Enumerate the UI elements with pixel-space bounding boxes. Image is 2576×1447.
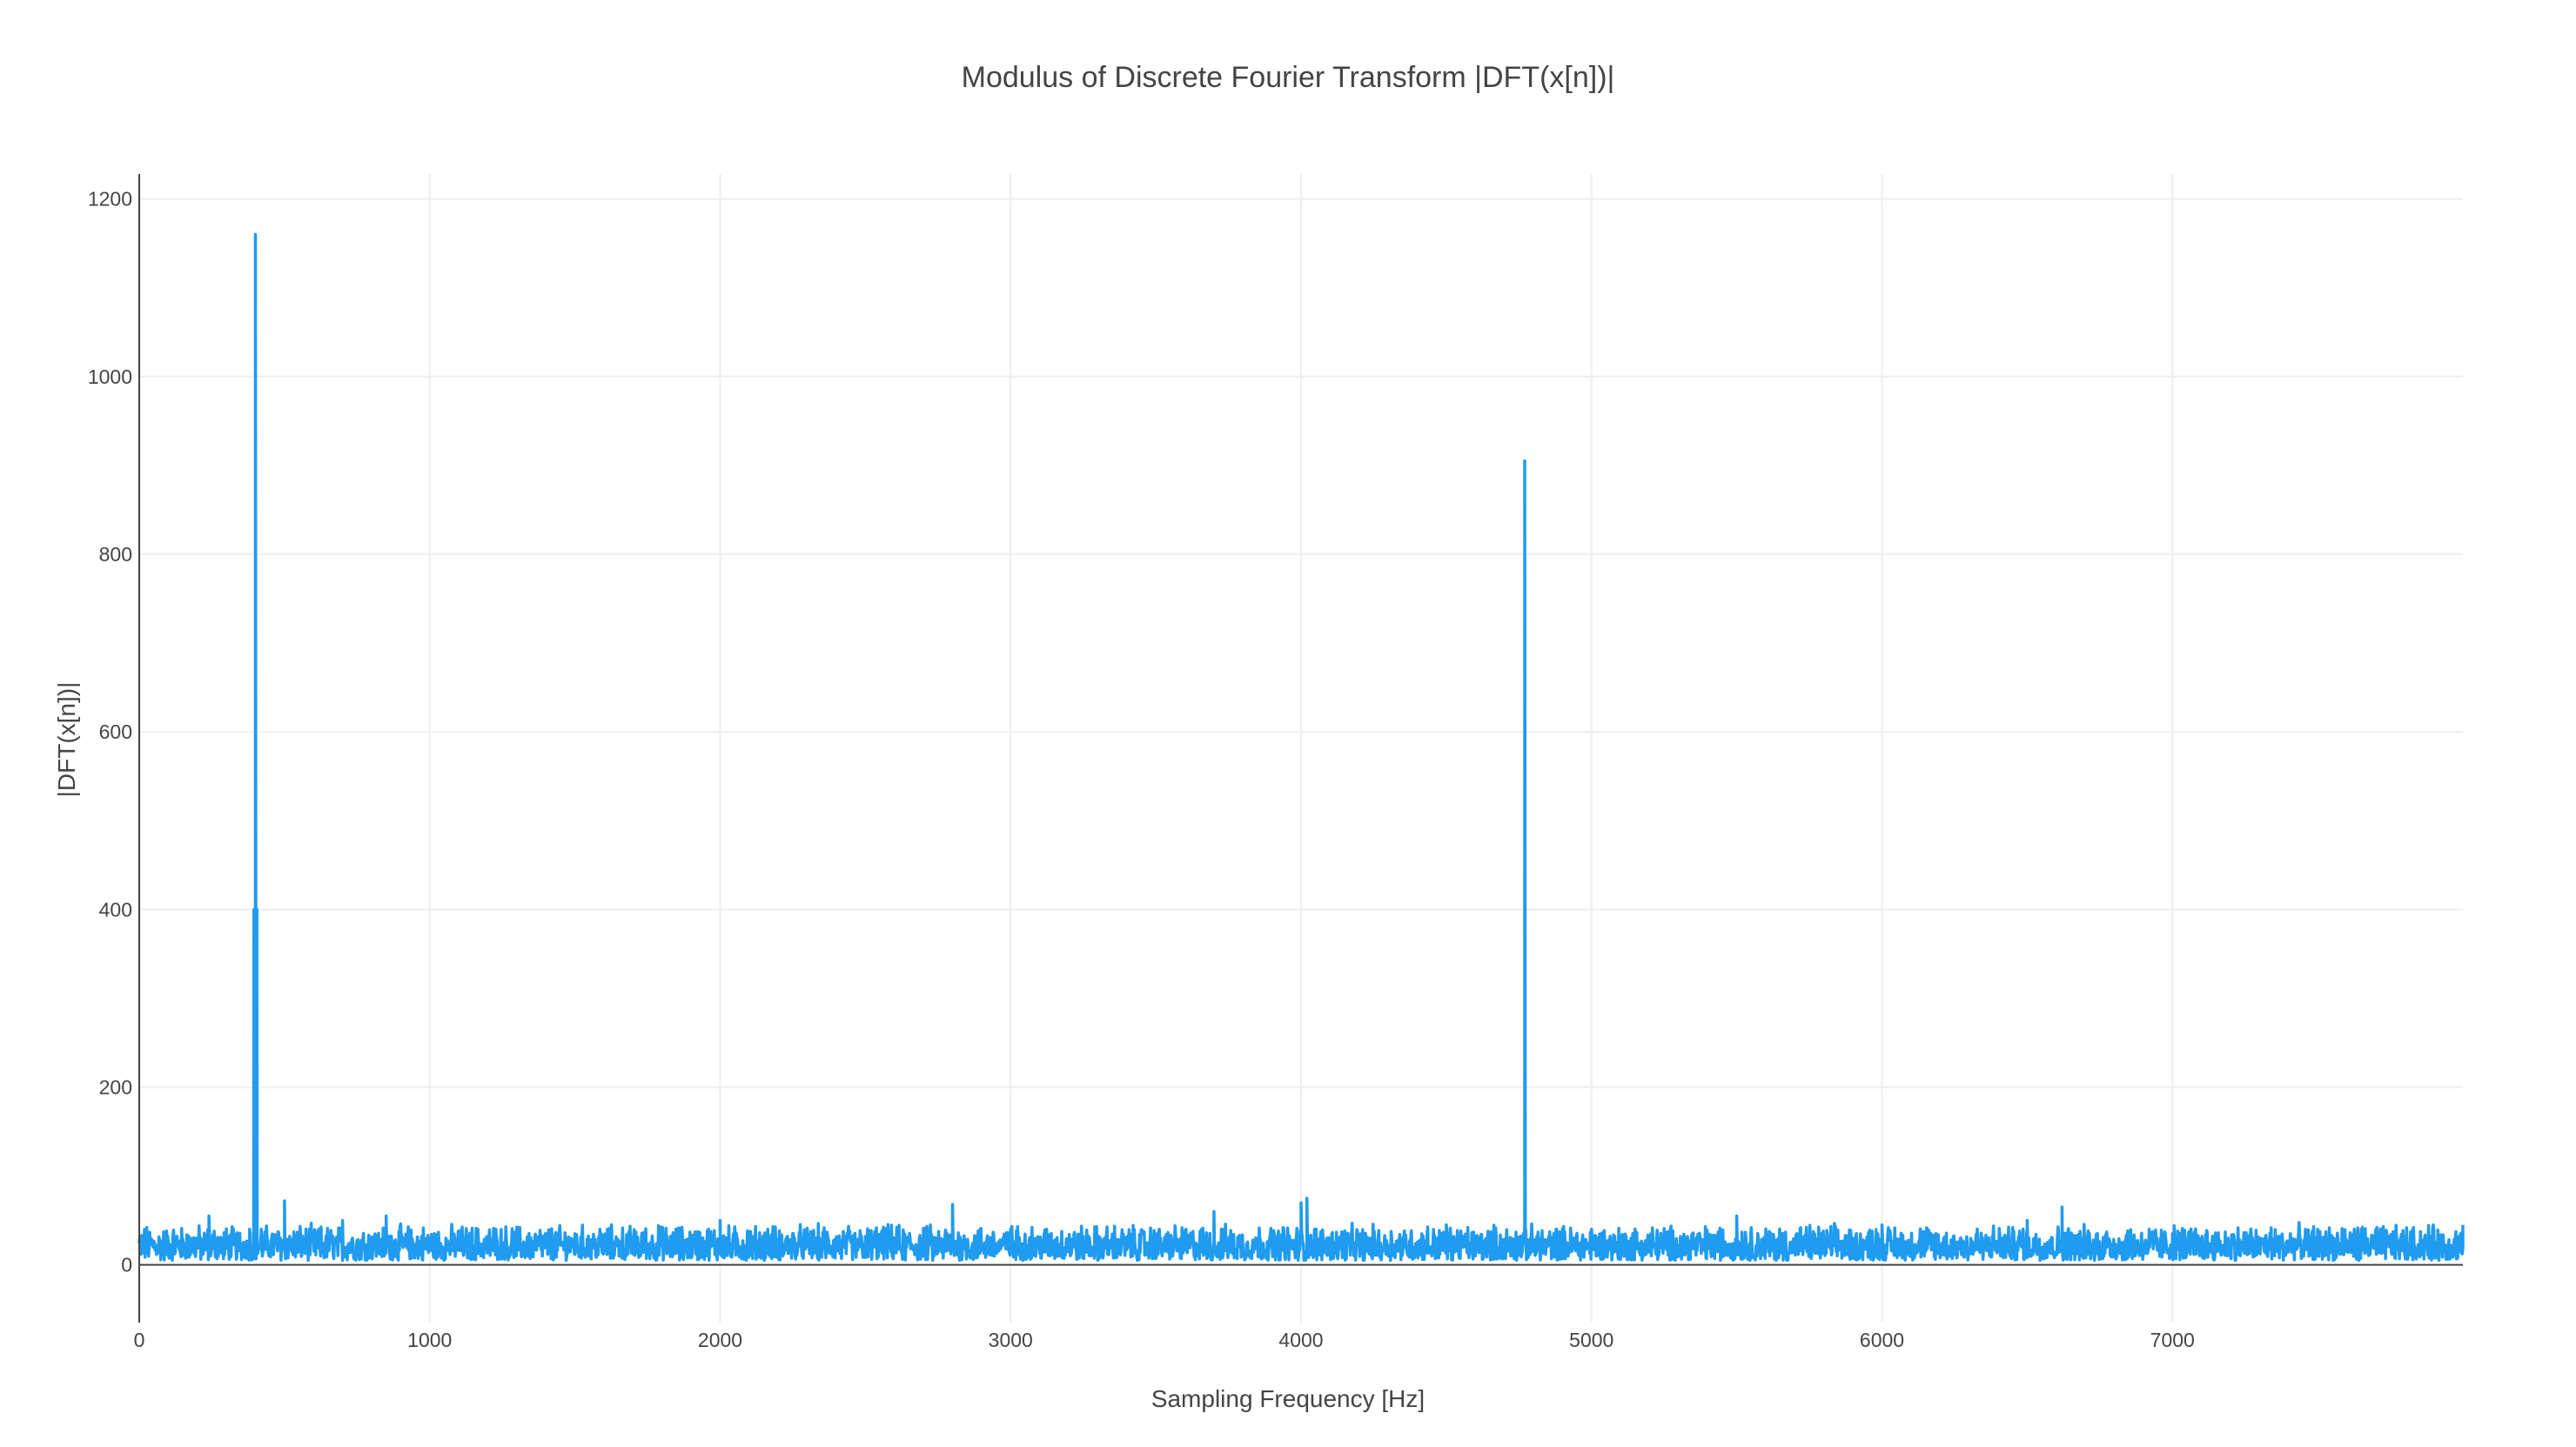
tick-labels: 0 1000 2000 3000 4000 5000 6000 7000 0 200 400 600 8… — [88, 188, 2195, 1351]
y-tick-label: 800 — [99, 543, 132, 566]
y-tick-label: 0 — [121, 1254, 132, 1276]
dft-series-line — [138, 232, 2465, 1263]
x-tick-label: 6000 — [1860, 1329, 1904, 1351]
grid-lines — [139, 174, 2463, 1323]
y-tick-label: 1000 — [88, 365, 132, 388]
series-layer — [138, 232, 2465, 1263]
chart-title: Modulus of Discrete Fourier Transform |D… — [962, 61, 1615, 94]
x-tick-label: 0 — [134, 1329, 145, 1351]
x-tick-label: 4000 — [1278, 1329, 1323, 1351]
x-tick-label: 7000 — [2150, 1329, 2195, 1351]
x-tick-label: 2000 — [698, 1329, 742, 1351]
y-axis-title: |DFT(x[n])| — [53, 682, 80, 798]
axes — [138, 174, 2463, 1323]
y-tick-label: 400 — [99, 898, 132, 921]
x-tick-label: 5000 — [1569, 1329, 1613, 1351]
y-tick-label: 600 — [99, 720, 132, 743]
x-tick-label: 1000 — [407, 1329, 452, 1351]
y-tick-label: 1200 — [88, 188, 132, 211]
x-axis-title: Sampling Frequency [Hz] — [1151, 1385, 1425, 1412]
y-tick-label: 200 — [99, 1075, 132, 1098]
x-tick-label: 3000 — [989, 1329, 1033, 1351]
